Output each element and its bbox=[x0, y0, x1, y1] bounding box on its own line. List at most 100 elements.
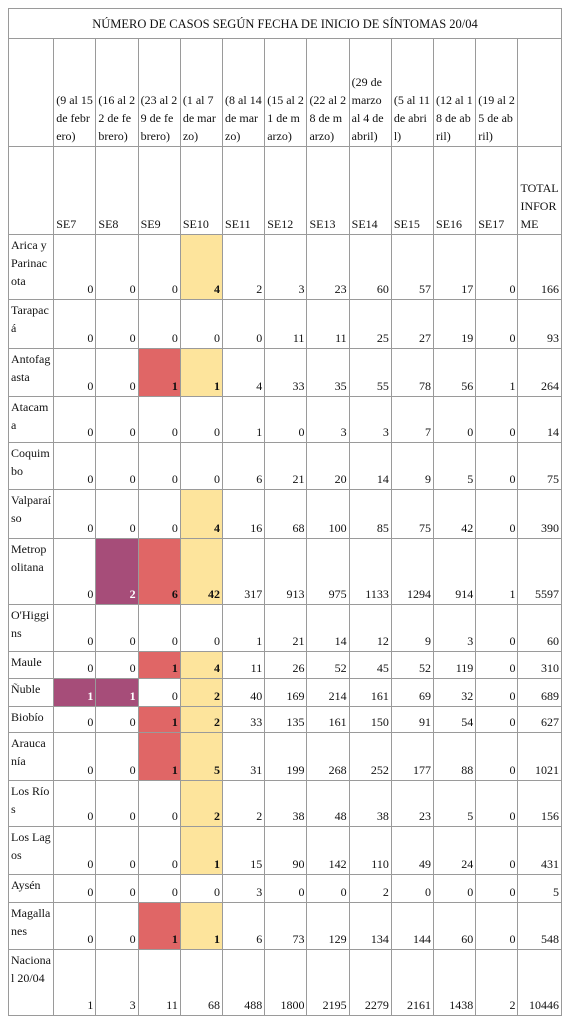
case-count: 0 bbox=[95, 396, 139, 443]
case-count: 4 bbox=[222, 348, 266, 397]
case-count: 1 bbox=[475, 348, 519, 397]
region-row: Aysén 0 0 0 0 3 0 0 2 0 0 0 5 bbox=[7, 874, 562, 903]
region-row: O'Higgins 0 0 0 0 1 21 14 12 9 3 0 60 bbox=[7, 604, 562, 652]
region-row: Los Ríos 0 0 0 2 2 38 48 38 23 5 0 156 bbox=[7, 780, 562, 827]
case-count: 17 bbox=[433, 234, 477, 300]
region-row: Metropolitana 0 2 6 42 317 913 975 1133 1294 914 1 5… bbox=[7, 538, 562, 605]
case-count: 0 bbox=[264, 396, 308, 443]
region-label: Tarapacá bbox=[7, 299, 55, 349]
case-count: 0 bbox=[95, 874, 139, 903]
case-count: 19 bbox=[433, 299, 477, 349]
case-count: 0 bbox=[433, 874, 477, 903]
case-count: 0 bbox=[53, 234, 97, 300]
case-count: 54 bbox=[433, 706, 477, 733]
case-count: 0 bbox=[137, 678, 181, 707]
week-code: SE9 bbox=[137, 146, 181, 235]
region-label: Valparaíso bbox=[7, 489, 55, 539]
date-range: (19 al 25 de abril) bbox=[475, 38, 519, 147]
week-code: SE16 bbox=[433, 146, 477, 235]
case-count: 0 bbox=[53, 780, 97, 827]
case-count: 0 bbox=[475, 780, 519, 827]
case-count: 3 bbox=[348, 396, 392, 443]
case-count: 0 bbox=[95, 348, 139, 397]
case-count: 1 bbox=[179, 348, 224, 397]
case-count: 4 bbox=[179, 234, 224, 300]
week-code: SE7 bbox=[53, 146, 97, 235]
case-count: 1 bbox=[222, 604, 266, 652]
case-count: 45 bbox=[348, 651, 392, 679]
case-count: 0 bbox=[475, 706, 519, 733]
case-count: 0 bbox=[53, 902, 97, 950]
case-count: 5 bbox=[433, 780, 477, 827]
case-count: 26 bbox=[264, 651, 308, 679]
case-count: 0 bbox=[475, 442, 519, 490]
dates-row: (9 al 15 de febrero) (16 al 22 de febrero… bbox=[7, 38, 562, 147]
total-value: 166 bbox=[517, 234, 562, 300]
case-count: 3 bbox=[433, 604, 477, 652]
total-value: 93 bbox=[517, 299, 562, 349]
case-count: 49 bbox=[390, 826, 435, 875]
case-count: 142 bbox=[306, 826, 350, 875]
case-count: 24 bbox=[433, 826, 477, 875]
case-count: 1800 bbox=[264, 949, 308, 1016]
case-count: 6 bbox=[222, 902, 266, 950]
case-count: 0 bbox=[475, 604, 519, 652]
week-code: SE17 bbox=[475, 146, 519, 235]
case-count: 0 bbox=[179, 874, 224, 903]
case-count: 2 bbox=[222, 234, 266, 300]
case-count: 32 bbox=[433, 678, 477, 707]
date-range: (5 al 11 de abril) bbox=[390, 38, 435, 147]
date-range: (8 al 14 de marzo) bbox=[222, 38, 266, 147]
case-count: 134 bbox=[348, 902, 392, 950]
date-range: (29 de marzo al 4 de abril) bbox=[348, 38, 392, 147]
case-count: 0 bbox=[306, 874, 350, 903]
case-count: 0 bbox=[53, 442, 97, 490]
total-value: 689 bbox=[517, 678, 562, 707]
case-count: 0 bbox=[475, 299, 519, 349]
case-count: 33 bbox=[264, 348, 308, 397]
case-count: 31 bbox=[222, 732, 266, 781]
case-count: 1 bbox=[53, 678, 97, 707]
case-count: 68 bbox=[179, 949, 224, 1016]
case-count: 0 bbox=[390, 874, 435, 903]
case-count: 0 bbox=[95, 826, 139, 875]
week-code: SE11 bbox=[222, 146, 266, 235]
total-value: 10446 bbox=[517, 949, 562, 1016]
case-count: 3 bbox=[95, 949, 139, 1016]
case-count: 0 bbox=[475, 489, 519, 539]
region-label: Araucanía bbox=[7, 732, 55, 781]
case-count: 0 bbox=[95, 780, 139, 827]
case-count: 2195 bbox=[306, 949, 350, 1016]
case-count: 6 bbox=[222, 442, 266, 490]
total-value: 264 bbox=[517, 348, 562, 397]
case-count: 15 bbox=[222, 826, 266, 875]
week-code: SE10 bbox=[179, 146, 224, 235]
region-row: Atacama 0 0 0 0 1 0 3 3 7 0 0 14 bbox=[7, 396, 562, 443]
case-count: 0 bbox=[137, 874, 181, 903]
case-count: 0 bbox=[179, 396, 224, 443]
case-count: 4 bbox=[179, 489, 224, 539]
date-range: (12 al 18 de abril) bbox=[433, 38, 477, 147]
region-label: Arica y Parinacota bbox=[7, 234, 55, 300]
case-count: 0 bbox=[475, 651, 519, 679]
empty-cell bbox=[7, 146, 55, 235]
case-count: 23 bbox=[390, 780, 435, 827]
case-count: 0 bbox=[95, 299, 139, 349]
case-count: 27 bbox=[390, 299, 435, 349]
case-count: 42 bbox=[433, 489, 477, 539]
case-count: 0 bbox=[475, 396, 519, 443]
case-count: 0 bbox=[137, 489, 181, 539]
case-count: 0 bbox=[433, 396, 477, 443]
case-count: 25 bbox=[348, 299, 392, 349]
case-count: 161 bbox=[348, 678, 392, 707]
date-range: (23 al 29 de febrero) bbox=[137, 38, 181, 147]
case-count: 1 bbox=[53, 949, 97, 1016]
case-count: 2161 bbox=[390, 949, 435, 1016]
week-code: SE15 bbox=[390, 146, 435, 235]
case-count: 40 bbox=[222, 678, 266, 707]
region-label: Maule bbox=[7, 651, 55, 679]
case-count: 78 bbox=[390, 348, 435, 397]
total-value: 1021 bbox=[517, 732, 562, 781]
case-count: 0 bbox=[95, 902, 139, 950]
region-row: Nacional 20/04 1 3 11 68 488 1800 2195 2279 2161 1… bbox=[7, 949, 562, 1016]
